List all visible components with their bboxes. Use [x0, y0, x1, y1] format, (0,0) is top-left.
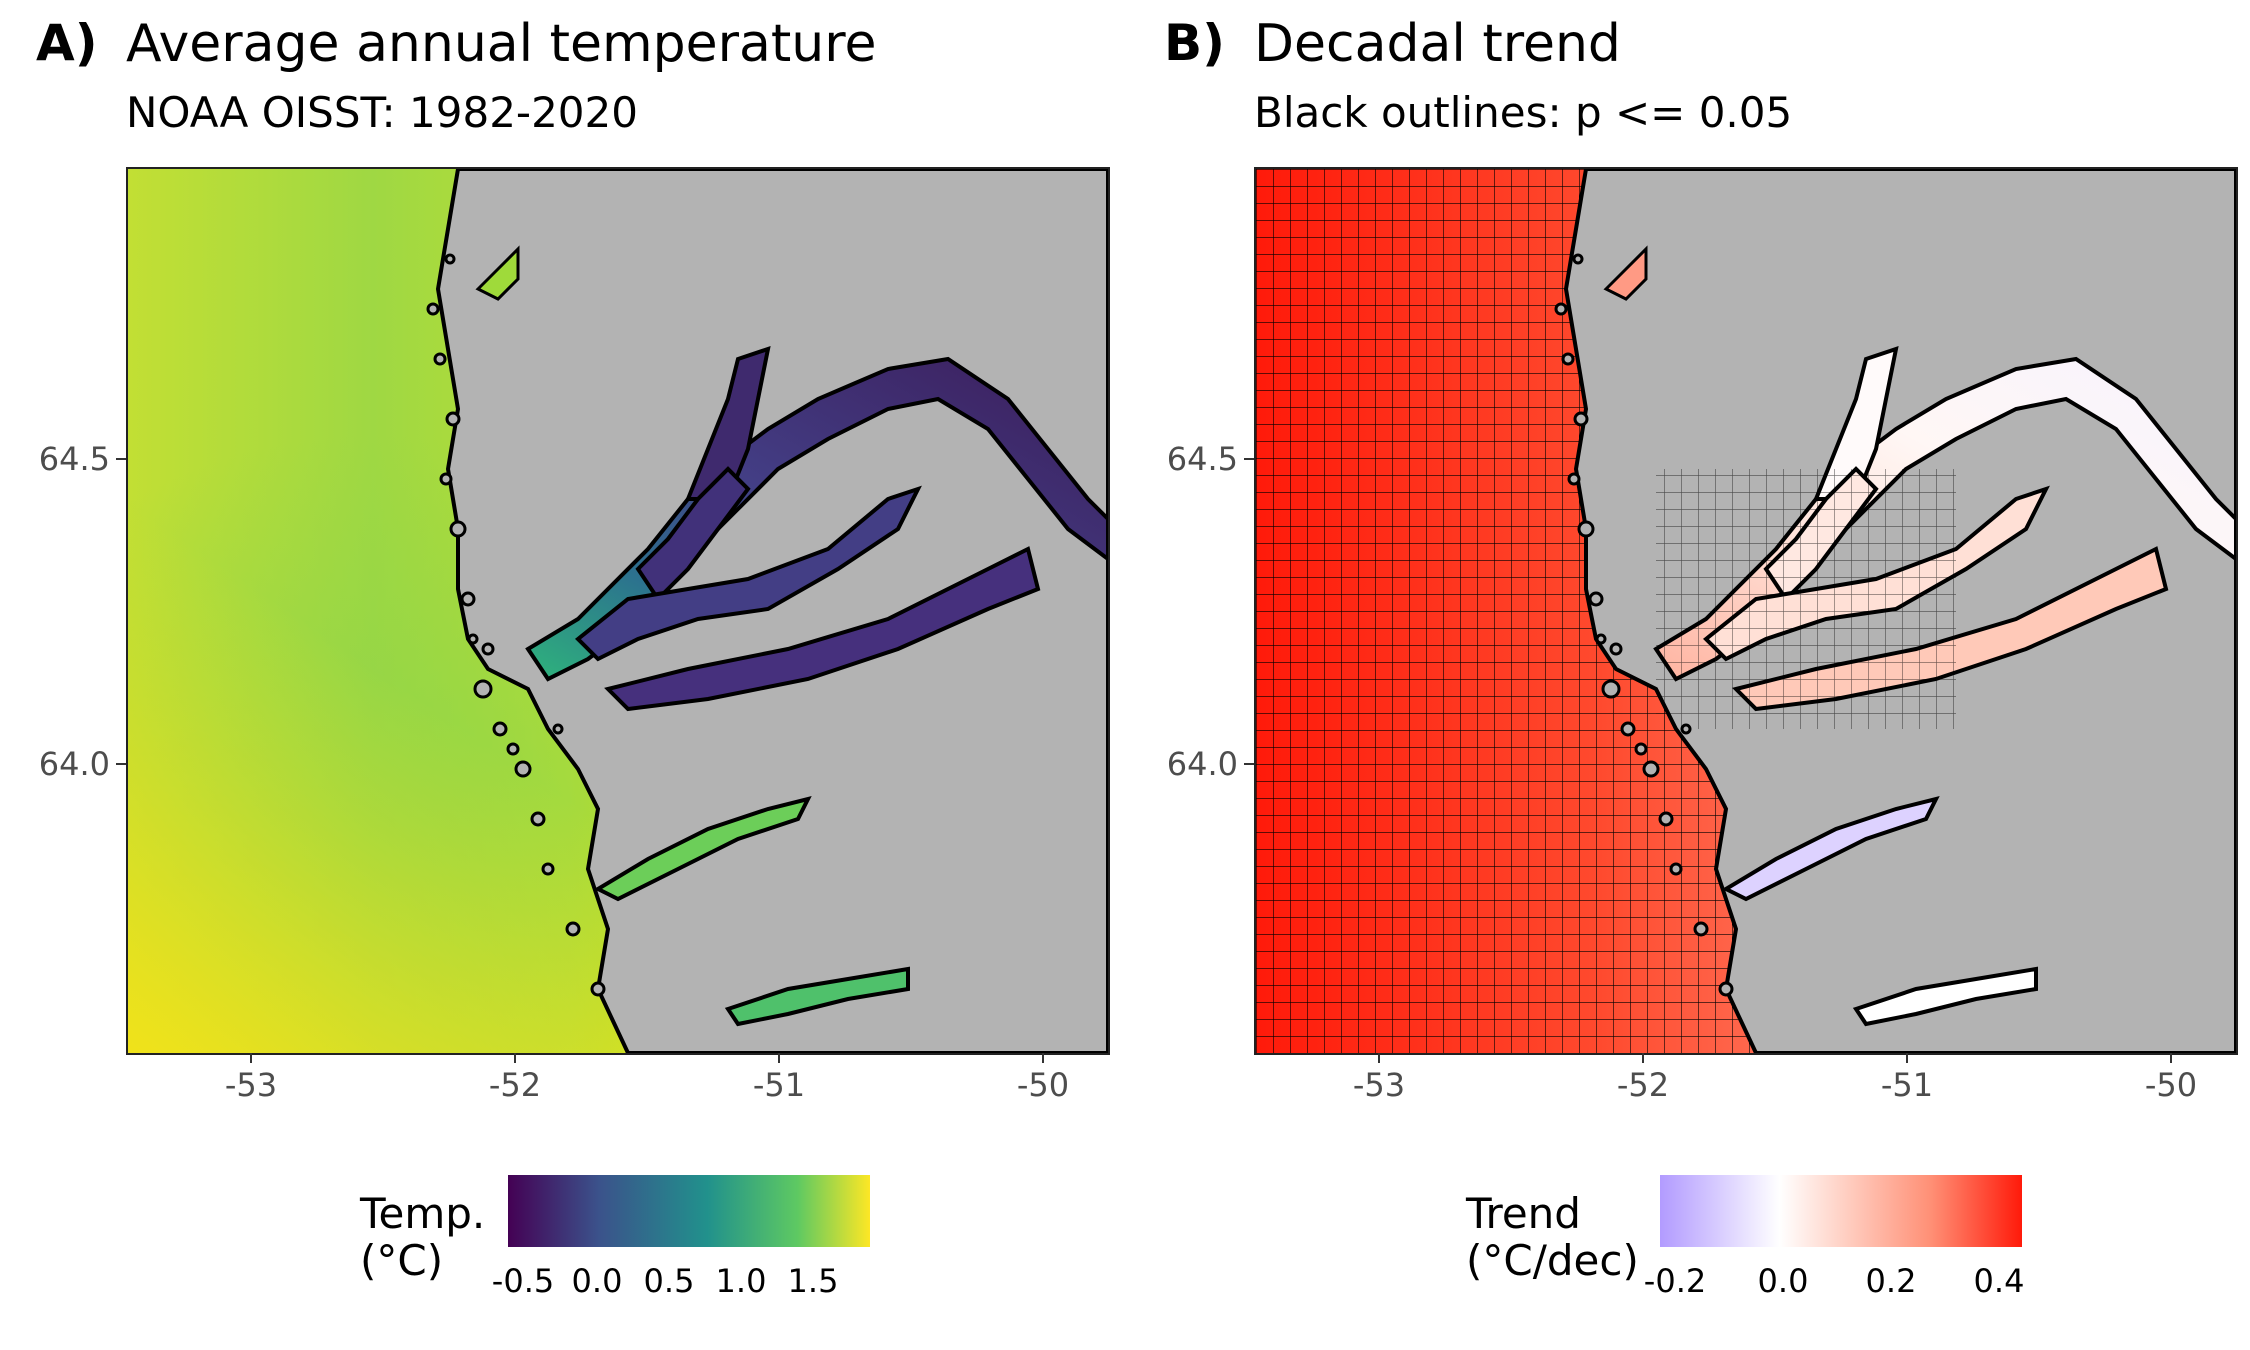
panel-a-map — [126, 167, 1110, 1055]
panel-a-cb-label: 0.5 — [643, 1262, 695, 1300]
panel-a-ytick-64-0: 64.0 — [38, 745, 110, 783]
panel-b-colorbar — [1660, 1175, 2022, 1247]
panel-a-cb-label: -0.5 — [491, 1262, 555, 1300]
fjord-south-2 — [724, 966, 910, 1027]
panel-b-xtick-mark — [2170, 1053, 2172, 1063]
panel-a-cb-label: 1.5 — [787, 1262, 839, 1300]
panel-b-ytick-mark — [1244, 458, 1254, 460]
panel-a-ytick-64-5: 64.5 — [38, 440, 110, 478]
fjord-south-1 — [593, 796, 812, 902]
panel-a-xtick-52: -52 — [488, 1066, 542, 1104]
fjord-south-2 — [1852, 966, 2038, 1027]
panel-b-ytick-mark — [1244, 763, 1254, 765]
panel-a-ytick-mark — [116, 763, 126, 765]
panel-b-cb-label: 0.0 — [1757, 1262, 1809, 1300]
panel-b-legend-title: Trend (°C/dec) — [1466, 1189, 1639, 1286]
panel-a-letter: A) — [36, 14, 98, 72]
panel-a-legend-title: Temp. (°C) — [360, 1189, 486, 1286]
panel-a-xtick-51: -51 — [752, 1066, 806, 1104]
panel-a-xtick-53: -53 — [224, 1066, 278, 1104]
panel-a-cb-label: 0.0 — [571, 1262, 623, 1300]
panel-a-xtick-50: -50 — [1016, 1066, 1070, 1104]
fjord-branch-3 — [575, 485, 922, 662]
fjord-branch-4 — [604, 546, 1041, 712]
panel-b-xtick-mark — [1378, 1053, 1380, 1063]
panel-b-xtick-50: -50 — [2144, 1066, 2198, 1104]
panel-b-xtick-52: -52 — [1616, 1066, 1670, 1104]
panel-b-map — [1254, 167, 2238, 1055]
panel-a-cb-label: 1.0 — [715, 1262, 767, 1300]
panel-b-cb-label: -0.2 — [1643, 1262, 1707, 1300]
panel-b-ytick-64-0: 64.0 — [1166, 745, 1238, 783]
panel-a-xtick-mark — [250, 1053, 252, 1063]
fjord-north-1 — [475, 245, 520, 301]
fjord-north-1 — [1603, 245, 1648, 301]
panel-a-title: Average annual temperature — [126, 14, 877, 74]
islands — [426, 253, 606, 997]
panel-a-subtitle: NOAA OISST: 1982-2020 — [126, 88, 638, 137]
panel-b-letter: B) — [1164, 14, 1225, 72]
panel-b-cb-label: 0.4 — [1973, 1262, 2025, 1300]
panel-a-xtick-mark — [1042, 1053, 1044, 1063]
panel-a-colorbar — [508, 1175, 870, 1247]
fjord-branch-2 — [635, 466, 751, 603]
fjord-south-1 — [1721, 796, 1940, 902]
panel-b-cb-label: 0.2 — [1865, 1262, 1917, 1300]
islands — [1554, 253, 1734, 997]
panel-a-xtick-mark — [778, 1053, 780, 1063]
panel-b-xtick-mark — [1906, 1053, 1908, 1063]
panel-a-ytick-mark — [116, 458, 126, 460]
panel-b-subtitle: Black outlines: p <= 0.05 — [1254, 88, 1793, 137]
panel-b-ytick-64-5: 64.5 — [1166, 440, 1238, 478]
panel-b-title: Decadal trend — [1254, 14, 1621, 74]
panel-b-xtick-mark — [1642, 1053, 1644, 1063]
panel-b-xtick-51: -51 — [1880, 1066, 1934, 1104]
panel-a-xtick-mark — [514, 1053, 516, 1063]
panel-b-xtick-53: -53 — [1352, 1066, 1406, 1104]
